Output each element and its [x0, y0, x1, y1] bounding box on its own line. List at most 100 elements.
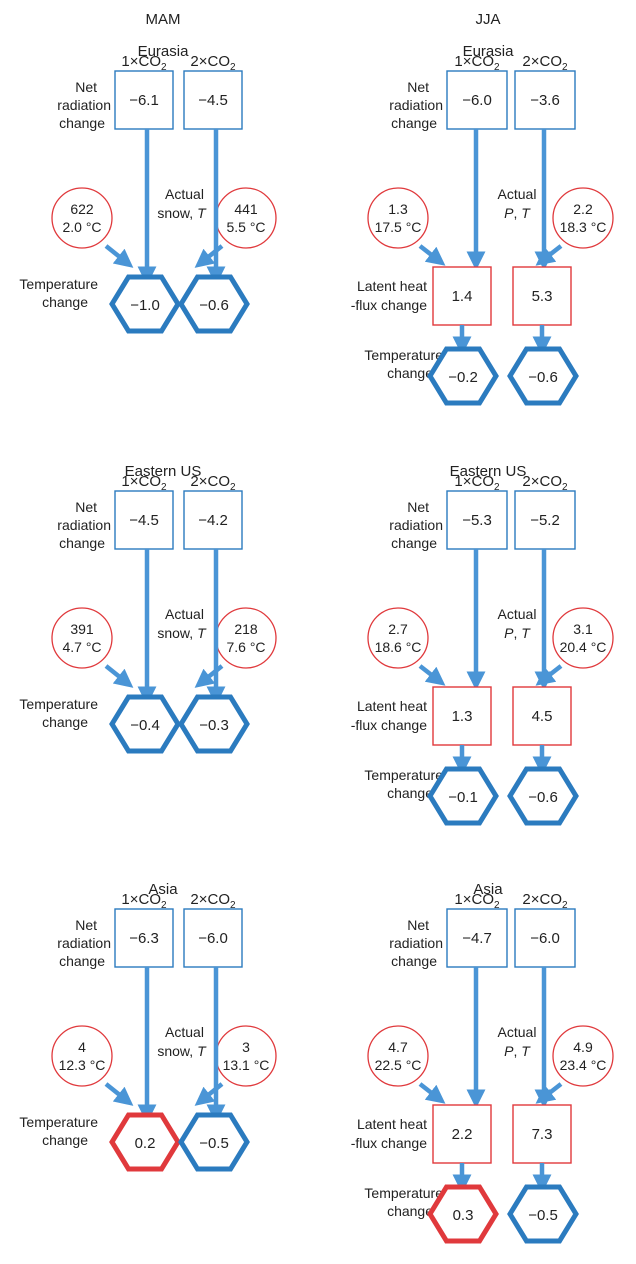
net-radiation-label: change	[391, 535, 437, 551]
actual-var-t: T	[521, 625, 531, 641]
net-radiation-label: radiation	[389, 935, 443, 951]
left-circle	[51, 1025, 113, 1087]
latent-heat-value-2x: 7.3	[532, 1126, 553, 1143]
temperature-value-1x: −1.0	[130, 297, 160, 314]
region-title: Eurasia	[138, 43, 190, 60]
temperature-hexagon-1x	[109, 694, 181, 754]
actual-var-t: T	[197, 625, 207, 641]
temperature-label: change	[387, 365, 433, 381]
net-radiation-label: Net	[407, 79, 429, 95]
left-circle-value: 4	[78, 1039, 86, 1055]
latent-heat-value-2x: 5.3	[532, 288, 553, 305]
co2-label-1x: 1×CO2	[121, 53, 167, 73]
net-radiation-label: radiation	[57, 517, 111, 533]
net-radiation-value-1x: −4.7	[462, 930, 492, 947]
co2-label-1x: 1×CO2	[121, 473, 167, 493]
arrow-circle-right	[194, 244, 224, 268]
co2-label-2x: 2×CO2	[522, 473, 568, 493]
left-circle	[367, 187, 429, 249]
latent-heat-box-2x	[512, 686, 572, 746]
region-title: Eurasia	[463, 43, 515, 60]
co2-label-1x: 1×CO2	[454, 891, 500, 911]
temperature-hexagon-2x	[178, 694, 250, 754]
latent-heat-label: Latent heat	[357, 698, 427, 714]
co2-label-2x: 2×CO2	[522, 53, 568, 73]
co2-label-2x: 2×CO2	[522, 891, 568, 911]
net-radiation-label: Net	[407, 917, 429, 933]
right-circle-value: 2.2	[573, 201, 593, 217]
arrow-circle-left	[104, 1082, 134, 1106]
net-radiation-label: Net	[75, 499, 97, 515]
right-circle-value: 218	[234, 621, 258, 637]
net-radiation-label: radiation	[57, 97, 111, 113]
region-title: Asia	[148, 881, 178, 898]
temperature-hexagon-2x	[507, 346, 579, 406]
actual-label: Actual	[165, 606, 204, 622]
latent-heat-label: -flux change	[351, 717, 427, 733]
net-radiation-value-1x: −5.3	[462, 512, 492, 529]
temperature-value-2x: −0.6	[528, 369, 558, 386]
arrow-circle-left	[418, 244, 446, 266]
net-radiation-label: change	[59, 953, 105, 969]
temperature-hexagon-1x	[109, 1112, 181, 1172]
arrow-circle-right	[535, 664, 563, 686]
net-radiation-label: change	[391, 115, 437, 131]
right-circle	[215, 187, 277, 249]
co2-label-2x: 2×CO2	[190, 473, 236, 493]
arrow-circle-right	[535, 1082, 563, 1104]
latent-heat-box-2x	[512, 1104, 572, 1164]
latent-heat-value-1x: 1.3	[452, 708, 473, 725]
co2-label-1x: 1×CO2	[121, 891, 167, 911]
right-circle	[215, 1025, 277, 1087]
latent-heat-box-2x	[512, 266, 572, 326]
temperature-label: Temperature	[364, 1185, 443, 1201]
net-radiation-value-1x: −6.3	[129, 930, 159, 947]
actual-label: Actual	[498, 186, 537, 202]
left-circle-temp: 2.0 °C	[62, 219, 101, 235]
left-circle-value: 4.7	[388, 1039, 408, 1055]
left-circle-temp: 12.3 °C	[59, 1057, 106, 1073]
temperature-label: change	[42, 1132, 88, 1148]
left-circle	[367, 607, 429, 669]
left-circle-temp: 17.5 °C	[375, 219, 422, 235]
right-circle	[552, 607, 614, 669]
net-radiation-box-1x	[114, 908, 174, 968]
latent-heat-value-1x: 2.2	[452, 1126, 473, 1143]
net-radiation-box-1x	[114, 70, 174, 130]
latent-heat-label: Latent heat	[357, 278, 427, 294]
arrow-circle-right	[194, 664, 224, 688]
temperature-hexagon-2x	[507, 1184, 579, 1244]
temperature-value-1x: −0.4	[130, 717, 160, 734]
net-radiation-value-1x: −6.1	[129, 92, 159, 109]
net-radiation-label: change	[59, 115, 105, 131]
region-title: Eastern US	[125, 463, 202, 480]
actual-var-t: T	[197, 205, 207, 221]
net-radiation-label: change	[59, 535, 105, 551]
temperature-value-2x: −0.5	[528, 1207, 558, 1224]
temperature-label: Temperature	[364, 767, 443, 783]
temperature-label: change	[42, 294, 88, 310]
temperature-value-1x: −0.1	[448, 789, 478, 806]
temperature-value-2x: −0.6	[528, 789, 558, 806]
net-radiation-box-1x	[114, 490, 174, 550]
arrow-circle-left	[104, 244, 134, 268]
left-circle	[367, 1025, 429, 1087]
net-radiation-box-1x	[446, 490, 508, 550]
net-radiation-label: change	[391, 953, 437, 969]
temperature-hexagon-2x	[178, 1112, 250, 1172]
co2-label-1x: 1×CO2	[454, 53, 500, 73]
season-header-mam: MAM	[146, 11, 181, 28]
temperature-value-2x: −0.3	[199, 717, 229, 734]
temperature-value-2x: −0.5	[199, 1135, 229, 1152]
net-radiation-label: radiation	[57, 935, 111, 951]
net-radiation-label: Net	[75, 917, 97, 933]
latent-heat-label: Latent heat	[357, 1116, 427, 1132]
right-circle-temp: 23.4 °C	[560, 1057, 607, 1073]
left-circle-temp: 22.5 °C	[375, 1057, 422, 1073]
net-radiation-box-2x	[514, 70, 576, 130]
co2-label-2x: 2×CO2	[190, 891, 236, 911]
